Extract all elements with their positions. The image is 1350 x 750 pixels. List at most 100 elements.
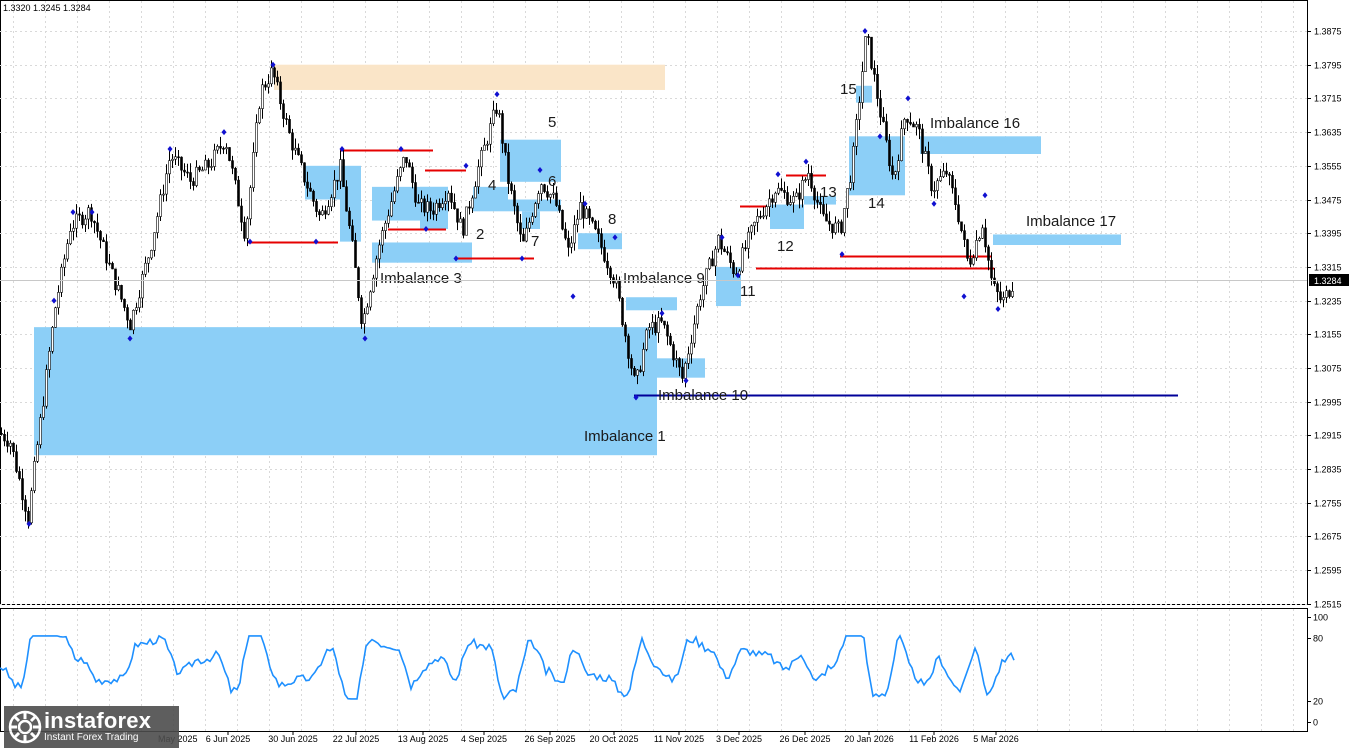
candle-body bbox=[573, 224, 576, 244]
x-tick-label: 11 Feb 2026 bbox=[909, 734, 959, 744]
candle-body bbox=[885, 121, 888, 141]
candle-body bbox=[129, 319, 132, 331]
candle-body bbox=[144, 262, 147, 275]
candle-body bbox=[669, 335, 672, 345]
candle-body bbox=[396, 176, 399, 192]
candle-body bbox=[534, 203, 537, 217]
imbalance-zone bbox=[993, 234, 1121, 245]
imbalance-zone bbox=[716, 266, 741, 307]
candle-body bbox=[186, 171, 189, 174]
candle-body bbox=[465, 206, 468, 236]
fractal-marker bbox=[683, 377, 689, 384]
candle-body bbox=[438, 202, 441, 208]
candle-body bbox=[153, 232, 156, 251]
candle-body bbox=[507, 151, 510, 184]
candle-body bbox=[429, 201, 432, 212]
candle-body bbox=[297, 147, 300, 156]
candle-body bbox=[492, 109, 495, 124]
candle-body bbox=[381, 230, 384, 246]
candle-body bbox=[195, 166, 198, 186]
y-tick-label: 1.2915 bbox=[1314, 431, 1342, 441]
candle-body bbox=[453, 202, 456, 210]
candle-body bbox=[834, 222, 837, 233]
candle-body bbox=[558, 205, 561, 211]
y-tick-label: 1.3235 bbox=[1314, 297, 1342, 307]
imbalance-label: 15 bbox=[840, 81, 857, 98]
candle-body bbox=[915, 124, 918, 128]
candle-body bbox=[354, 240, 357, 268]
candle-body bbox=[636, 369, 639, 376]
candle-body bbox=[816, 199, 819, 203]
candle-body bbox=[270, 67, 273, 85]
candle-body bbox=[645, 329, 648, 350]
candle-body bbox=[525, 227, 528, 242]
y-tick-label: 1.2835 bbox=[1314, 465, 1342, 475]
candle-body bbox=[642, 349, 645, 372]
vertical-grid bbox=[13, 1, 1294, 731]
candle-body bbox=[555, 192, 558, 206]
candle-body bbox=[843, 208, 846, 234]
candle-body bbox=[282, 103, 285, 119]
fractal-marker bbox=[270, 61, 276, 68]
imbalance-zone bbox=[849, 136, 905, 196]
candle-body bbox=[906, 119, 909, 123]
fractal-marker bbox=[51, 297, 57, 304]
ohlc-readout: 1.3320 1.3245 1.3284 bbox=[3, 3, 91, 13]
candle-body bbox=[813, 187, 816, 201]
candle-body bbox=[366, 306, 369, 315]
candle-body bbox=[984, 227, 987, 248]
fractal-marker bbox=[463, 162, 469, 169]
candle-body bbox=[531, 216, 534, 223]
candle-body bbox=[30, 490, 33, 524]
candle-body bbox=[996, 283, 999, 293]
imbalance-zone bbox=[34, 327, 657, 456]
candle-body bbox=[423, 198, 426, 213]
candle-body bbox=[921, 128, 924, 154]
candle-body bbox=[405, 157, 408, 164]
candle-body bbox=[486, 143, 489, 146]
candle-body bbox=[450, 192, 453, 203]
fractal-marker bbox=[570, 293, 576, 300]
candle-body bbox=[846, 188, 849, 209]
current-price-text: 1.3284 bbox=[1314, 276, 1342, 286]
candle-body bbox=[699, 299, 702, 307]
candle-body bbox=[969, 258, 972, 265]
candle-body bbox=[51, 327, 54, 352]
candle-body bbox=[501, 113, 504, 144]
candle-body bbox=[624, 324, 627, 337]
indicator-tick-label: 20 bbox=[1313, 697, 1323, 707]
candle-body bbox=[765, 206, 768, 217]
candle-body bbox=[684, 363, 687, 379]
candle-body bbox=[756, 215, 759, 223]
candle-body bbox=[426, 201, 429, 213]
fractal-marker bbox=[735, 272, 741, 279]
candle-body bbox=[252, 152, 255, 188]
candle-body bbox=[666, 324, 669, 337]
candle-body bbox=[27, 510, 30, 524]
candle-body bbox=[852, 145, 855, 183]
candle-body bbox=[132, 310, 135, 331]
candle-body bbox=[87, 207, 90, 220]
candle-body bbox=[102, 239, 105, 242]
candle-body bbox=[630, 358, 633, 369]
candle-body bbox=[444, 200, 447, 205]
candle-body bbox=[939, 176, 942, 182]
fractal-marker bbox=[537, 167, 543, 174]
candle-body bbox=[192, 181, 195, 186]
candle-body bbox=[312, 190, 315, 202]
y-tick-label: 1.2755 bbox=[1314, 499, 1342, 509]
fractal-marker bbox=[423, 225, 429, 232]
candle-body bbox=[1011, 290, 1014, 297]
candle-body bbox=[606, 260, 609, 269]
imbalance-zone bbox=[578, 233, 622, 250]
fractal-marker bbox=[931, 200, 937, 207]
candle-body bbox=[759, 215, 762, 218]
imbalance-label: 12 bbox=[777, 238, 794, 255]
candle-body bbox=[951, 175, 954, 189]
candle-body bbox=[105, 241, 108, 264]
candle-body bbox=[483, 144, 486, 151]
fractal-marker bbox=[775, 171, 781, 178]
indicator-pane-frame bbox=[0, 608, 1308, 732]
current-price-tag: 1.3284 bbox=[1309, 274, 1349, 286]
